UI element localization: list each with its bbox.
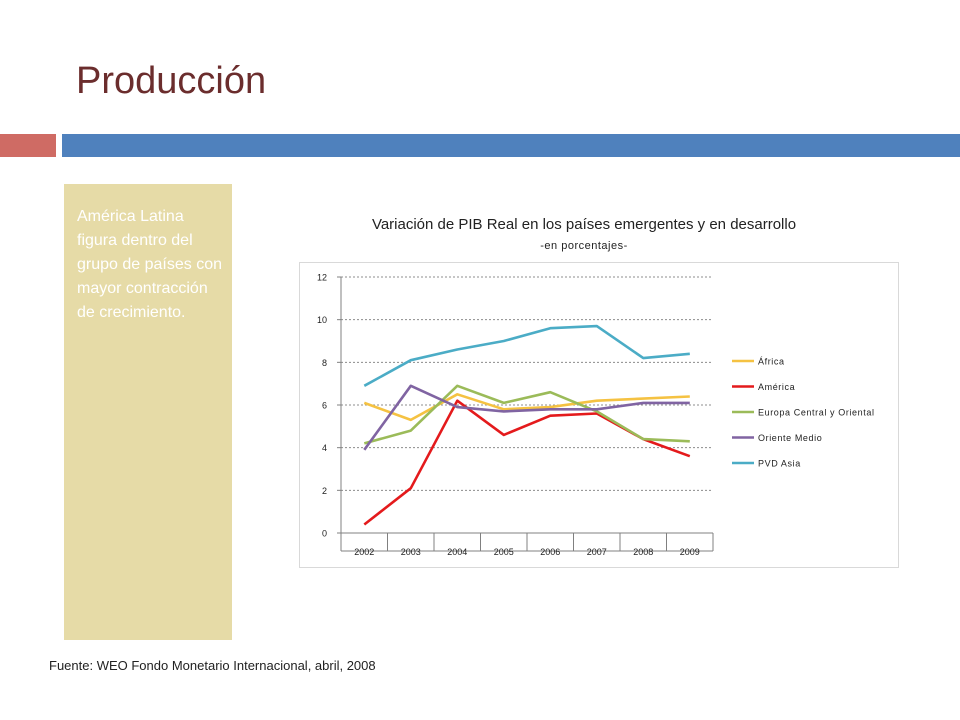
- line-chart: 0 2 4 6 8 10 12 2002 2003 2004 2005 2006 2007 2008 200…: [317, 273, 875, 558]
- legend-label-0: África: [758, 357, 785, 367]
- y-tick-label: 0: [322, 529, 327, 539]
- y-tick-label: 2: [322, 486, 327, 496]
- slide-title: Producción: [76, 60, 267, 102]
- y-tick-label: 12: [317, 273, 327, 283]
- series-line-0: [363, 393, 690, 422]
- series-line-3: [363, 384, 690, 451]
- x-tick-label: 2004: [447, 547, 467, 557]
- series-line-2: [363, 384, 690, 445]
- side-panel-text: América Latina figura dentro del grupo d…: [77, 208, 222, 321]
- source-note: Fuente: WEO Fondo Monetario Internaciona…: [49, 658, 376, 673]
- y-tick-label: 10: [317, 315, 327, 325]
- y-tick-label: 6: [322, 401, 327, 411]
- legend-label-2: Europa Central y Oriental: [758, 408, 875, 418]
- legend-label-3: Oriente Medio: [758, 433, 822, 443]
- x-tick-label: 2002: [354, 547, 374, 557]
- x-tick-label: 2008: [633, 547, 653, 557]
- y-tick-label: 8: [322, 358, 327, 368]
- y-tick-label: 4: [322, 443, 327, 453]
- x-tick-label: 2007: [587, 547, 607, 557]
- chart-subtitle: -en porcentajes-: [540, 240, 628, 252]
- x-tick-label: 2003: [401, 547, 421, 557]
- accent-bar-left: [0, 134, 56, 157]
- x-tick-label: 2006: [540, 547, 560, 557]
- chart-frame: 0 2 4 6 8 10 12 2002 2003 2004 2005 2006 2007 2008 200…: [299, 262, 899, 568]
- x-tick-label: 2005: [494, 547, 514, 557]
- side-panel: [64, 184, 232, 640]
- chart-title: Variación de PIB Real en los países emer…: [371, 216, 797, 233]
- legend-label-1: América: [758, 382, 795, 392]
- series-line-4: [363, 324, 690, 387]
- accent-bar-right: [62, 134, 960, 157]
- legend-label-4: PVD Asia: [758, 459, 801, 469]
- x-tick-label: 2009: [680, 547, 700, 557]
